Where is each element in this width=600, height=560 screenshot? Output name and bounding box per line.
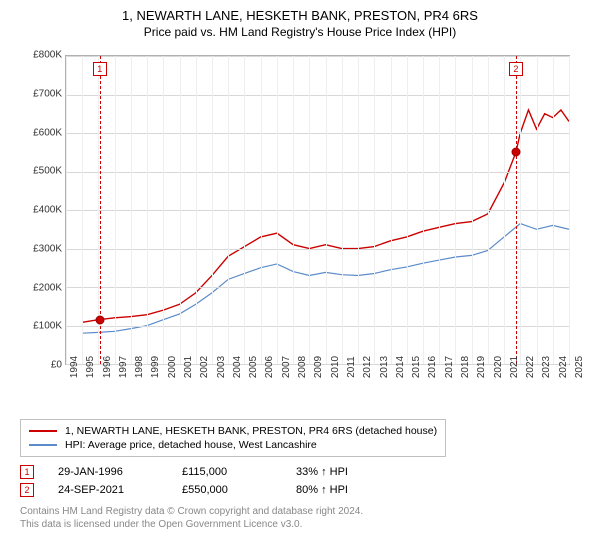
event-delta: 33% ↑ HPI [296,466,348,478]
y-tick-label: £500K [20,166,62,177]
y-tick-label: £600K [20,127,62,138]
y-tick-label: £200K [20,282,62,293]
chart-subtitle: Price paid vs. HM Land Registry's House … [20,25,580,39]
event-line [516,56,517,364]
event-number-box: 2 [20,483,34,497]
event-dot [511,148,520,157]
plot-area: 12 [65,55,570,365]
legend: 1, NEWARTH LANE, HESKETH BANK, PRESTON, … [20,419,446,457]
footer-line: Contains HM Land Registry data © Crown c… [20,505,580,518]
y-tick-label: £800K [20,50,62,61]
y-tick-label: £100K [20,321,62,332]
chart-title: 1, NEWARTH LANE, HESKETH BANK, PRESTON, … [20,8,580,23]
event-number-box: 1 [20,465,34,479]
x-tick-label: 2025 [570,356,600,378]
event-dot [95,315,104,324]
event-marker: 2 [509,62,523,76]
footer-attribution: Contains HM Land Registry data © Crown c… [20,505,580,531]
event-price: £115,000 [182,466,272,478]
event-price: £550,000 [182,484,272,496]
y-tick-label: £400K [20,205,62,216]
event-marker: 1 [93,62,107,76]
event-delta: 80% ↑ HPI [296,484,348,496]
legend-label: HPI: Average price, detached house, West… [65,439,317,451]
footer-line: This data is licensed under the Open Gov… [20,518,580,531]
event-date: 29-JAN-1996 [58,466,158,478]
legend-label: 1, NEWARTH LANE, HESKETH BANK, PRESTON, … [65,425,437,437]
y-tick-label: £0 [20,360,62,371]
legend-row: HPI: Average price, detached house, West… [29,438,437,452]
chart: £0 £100K £200K £300K £400K £500K £600K £700K £80… [20,45,580,415]
events-table: 1 29-JAN-1996 £115,000 33% ↑ HPI 2 24-SEP-202… [20,463,580,499]
event-date: 24-SEP-2021 [58,484,158,496]
y-tick-label: £700K [20,88,62,99]
legend-swatch [29,444,57,446]
event-row: 2 24-SEP-2021 £550,000 80% ↑ HPI [20,481,580,499]
event-row: 1 29-JAN-1996 £115,000 33% ↑ HPI [20,463,580,481]
legend-swatch [29,430,57,432]
y-tick-label: £300K [20,243,62,254]
legend-row: 1, NEWARTH LANE, HESKETH BANK, PRESTON, … [29,424,437,438]
